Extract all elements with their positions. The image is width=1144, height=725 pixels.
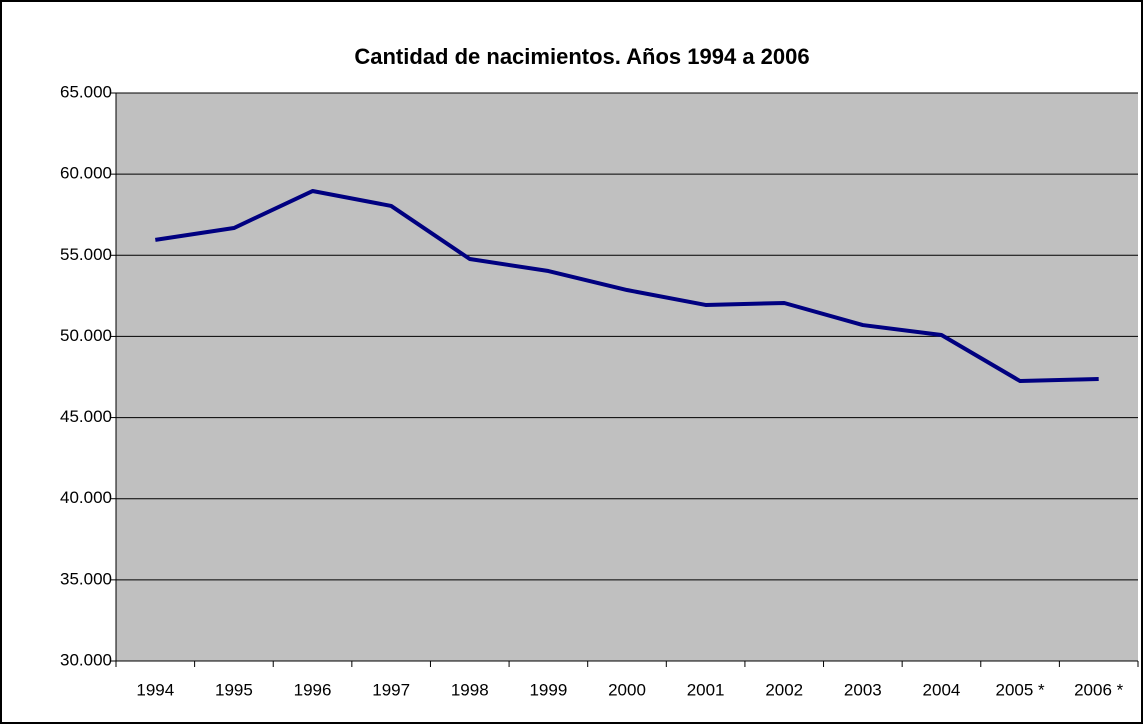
y-tick-label: 65.000 <box>60 82 112 101</box>
y-tick-label: 35.000 <box>60 569 112 588</box>
x-tick-label: 1998 <box>451 680 489 699</box>
x-tick-label: 1997 <box>372 680 410 699</box>
x-tick-label: 2002 <box>765 680 803 699</box>
data-line <box>155 189 1099 384</box>
x-tick-label: 2006 * <box>1074 680 1124 699</box>
y-tick-label: 60.000 <box>60 164 112 183</box>
chart-title: Cantidad de nacimientos. Años 1994 a 200… <box>354 44 809 69</box>
x-tick-label: 2004 <box>923 680 961 699</box>
x-tick-label: 2001 <box>687 680 725 699</box>
y-tick-label: 55.000 <box>60 245 112 264</box>
x-tick-label: 2003 <box>844 680 882 699</box>
y-tick-label: 40.000 <box>60 488 112 507</box>
x-tick-label: 1995 <box>215 680 253 699</box>
x-tick-label: 2000 <box>608 680 646 699</box>
x-tick-label: 1994 <box>136 680 174 699</box>
x-tick-label: 2005 * <box>995 680 1045 699</box>
x-tick-label: 1996 <box>294 680 332 699</box>
x-tick-label: 1999 <box>529 680 567 699</box>
y-tick-label: 30.000 <box>60 650 112 669</box>
plot-area <box>116 93 1138 661</box>
y-tick-label: 50.000 <box>60 326 112 345</box>
y-tick-label: 45.000 <box>60 407 112 426</box>
